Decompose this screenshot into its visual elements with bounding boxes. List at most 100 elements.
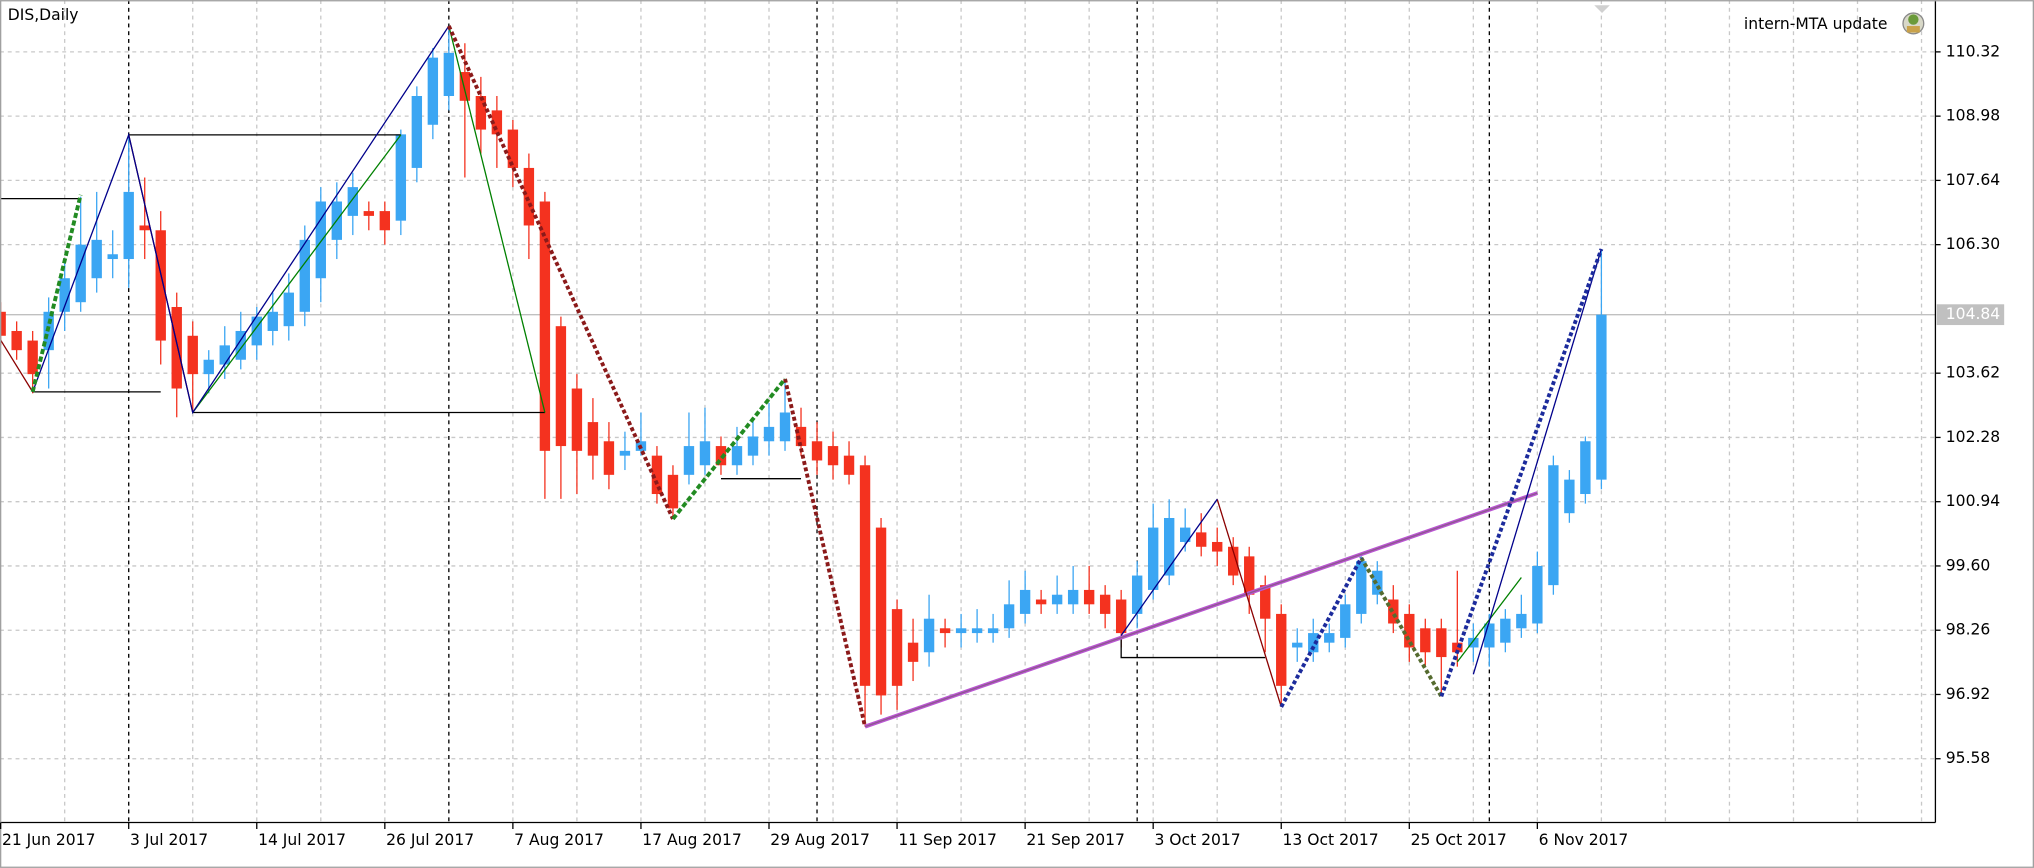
candle-body	[1388, 599, 1399, 624]
candle-body	[443, 52, 455, 96]
y-tick-label: 108.98	[1946, 107, 2000, 125]
candle-body	[699, 441, 711, 466]
candle-body	[267, 311, 278, 331]
candle-body	[971, 628, 983, 634]
shift-marker	[1594, 5, 1610, 14]
candle-body	[1468, 637, 1479, 648]
candle-body	[1115, 599, 1127, 634]
candle-body	[1228, 546, 1239, 576]
candle-body	[1292, 642, 1303, 648]
candle-body	[283, 292, 294, 327]
candle-body	[907, 642, 919, 662]
y-tick-label: 110.32	[1946, 42, 2000, 60]
overlay-line	[1359, 556, 1443, 698]
candle-body	[651, 455, 663, 495]
x-tick-label: 6 Nov 2017	[1539, 831, 1629, 849]
x-tick-label: 7 Aug 2017	[514, 831, 604, 849]
x-tick-label: 21 Sep 2017	[1026, 831, 1125, 849]
y-tick-label: 100.94	[1946, 492, 2001, 510]
candle-body	[411, 95, 423, 168]
candle-body	[1580, 441, 1591, 495]
candle-body	[1436, 628, 1447, 658]
x-tick-label: 29 Aug 2017	[770, 831, 870, 849]
candle-body	[1099, 594, 1111, 614]
y-tick-label: 99.60	[1946, 556, 1991, 574]
candle-body	[219, 345, 230, 365]
overlay-line	[192, 134, 402, 413]
y-tick-label: 106.30	[1946, 235, 2000, 253]
candle-body	[507, 129, 519, 168]
candle-body	[27, 340, 38, 375]
candle-body	[235, 330, 246, 360]
candle-body	[779, 412, 791, 442]
indicator-icon[interactable]	[1902, 12, 1925, 35]
candle-body	[1035, 599, 1047, 605]
x-tick-label: 21 Jun 2017	[2, 831, 96, 849]
candle-body	[155, 230, 166, 341]
candle-body	[1484, 623, 1495, 648]
x-tick-label: 3 Oct 2017	[1154, 831, 1240, 849]
candle-body	[1212, 541, 1223, 552]
candle-body	[1548, 465, 1559, 586]
x-tick-label: 17 Aug 2017	[642, 831, 742, 849]
chart-title: DIS,Daily	[8, 6, 79, 24]
candle-body	[11, 330, 22, 351]
candle-body	[187, 335, 198, 375]
candle-body	[395, 134, 407, 221]
candle-body	[875, 527, 887, 696]
candle-body	[1340, 604, 1351, 638]
candle-body	[843, 455, 855, 475]
candle-body	[171, 306, 182, 389]
candle-body	[299, 239, 310, 312]
overlay-line	[1120, 498, 1218, 636]
candle-body	[603, 441, 615, 475]
candle-body	[1308, 633, 1319, 653]
candle-body	[747, 436, 759, 456]
candle-body	[923, 618, 935, 653]
candle-body	[1180, 527, 1191, 542]
overlay-line	[783, 378, 867, 728]
candle-body	[1051, 594, 1063, 605]
candle-body	[795, 426, 807, 447]
candle-body	[347, 187, 358, 216]
x-tick-label: 3 Jul 2017	[130, 831, 208, 849]
candle-body	[123, 191, 134, 260]
candle-body	[75, 244, 86, 303]
y-tick-label: 103.62	[1946, 364, 2000, 382]
last-price-label: 104.84	[1946, 305, 2001, 323]
candle-body	[1163, 517, 1175, 576]
candle-body	[1500, 618, 1511, 643]
candle-body	[571, 388, 583, 451]
y-tick-label: 98.26	[1946, 621, 1991, 639]
candle-body	[555, 326, 567, 447]
x-tick-label: 26 Jul 2017	[386, 831, 474, 849]
candle-body	[1420, 628, 1431, 653]
overlay-line	[671, 377, 787, 521]
x-tick-label: 11 Sep 2017	[898, 831, 997, 849]
y-tick-label: 96.92	[1946, 685, 1991, 703]
plot-area	[0, 25, 1936, 729]
y-tick-label: 102.28	[1946, 428, 2000, 446]
overlay-line	[1216, 499, 1282, 708]
x-tick-label: 25 Oct 2017	[1411, 831, 1507, 849]
last-price-box	[1936, 304, 2005, 326]
candle-body	[683, 446, 695, 475]
candle-body	[1244, 556, 1255, 595]
overlay-line	[30, 194, 83, 393]
candle-body	[539, 201, 551, 451]
candle-body	[987, 628, 999, 634]
y-tick-label: 95.58	[1946, 749, 1991, 767]
candle-body	[1356, 561, 1367, 614]
overlay-line	[0, 339, 34, 393]
candle-body	[667, 474, 679, 509]
candle-body	[203, 359, 214, 375]
overlay-line	[1439, 248, 1604, 698]
x-tick-label: 14 Jul 2017	[258, 831, 346, 849]
candle-body	[1596, 314, 1607, 480]
candle-body	[1019, 589, 1031, 614]
overlay-line	[32, 25, 450, 415]
